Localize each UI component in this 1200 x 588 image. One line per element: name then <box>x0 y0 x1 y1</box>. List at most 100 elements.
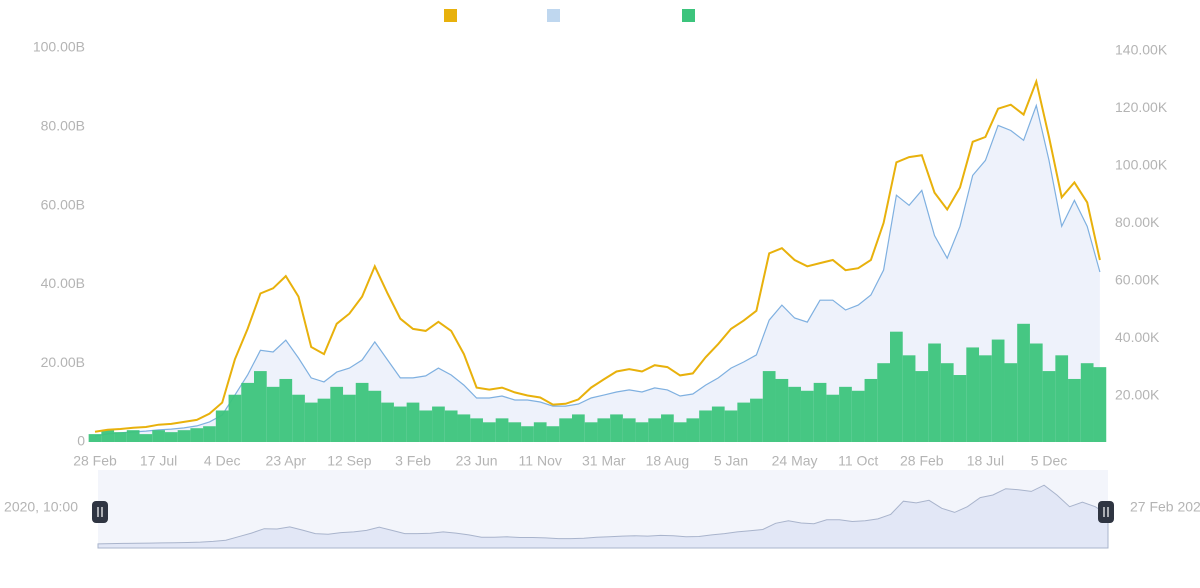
bar <box>279 378 293 442</box>
x-tick-label: 11 Nov <box>519 453 562 469</box>
bar <box>330 386 344 442</box>
y-tick-label: 0 <box>77 433 85 449</box>
y-tick-label: 100.00B <box>33 39 85 55</box>
bar <box>368 390 382 442</box>
x-tick-label: 5 Dec <box>1031 453 1068 469</box>
bar <box>800 390 814 442</box>
bar <box>114 432 127 442</box>
bar <box>444 410 458 442</box>
x-tick-label: 18 Aug <box>646 453 690 469</box>
x-tick-label: 3 Feb <box>395 453 431 469</box>
legend-marker <box>682 9 695 22</box>
bar <box>572 414 585 442</box>
bar <box>788 386 801 442</box>
bar <box>775 378 789 442</box>
y-tick-label: 60.00B <box>41 196 85 212</box>
bar <box>737 402 751 442</box>
bar <box>991 339 1005 442</box>
bar <box>292 394 305 442</box>
bar <box>902 355 916 442</box>
bar <box>622 418 636 442</box>
bar <box>457 414 471 442</box>
bar <box>750 398 763 442</box>
x-tick-label: 5 Jan <box>714 453 748 469</box>
range-start-label: 2020, 10:00 <box>4 499 78 515</box>
bar <box>152 430 165 442</box>
y-tick-label: 80.00B <box>41 118 85 134</box>
bar <box>495 418 509 442</box>
bar <box>1093 367 1107 442</box>
bar <box>635 422 649 442</box>
bar <box>826 394 840 442</box>
bar <box>508 422 522 442</box>
y2-tick-label: 80.00K <box>1115 214 1160 230</box>
bar <box>1029 343 1043 442</box>
bar <box>241 382 254 442</box>
x-tick-label: 28 Feb <box>73 453 117 469</box>
x-tick-label: 11 Oct <box>838 453 878 469</box>
bar <box>928 343 941 442</box>
bar <box>381 402 394 442</box>
bar <box>406 402 420 442</box>
line <box>94 78 1101 433</box>
bar <box>648 418 662 442</box>
x-tick-label: 28 Feb <box>900 453 944 469</box>
bar <box>1068 378 1081 442</box>
y-tick-label: 40.00B <box>41 275 85 291</box>
bar <box>393 406 407 442</box>
x-tick-label: 18 Jul <box>967 453 1004 469</box>
x-tick-label: 23 Jun <box>456 453 498 469</box>
bar <box>1017 323 1030 442</box>
bar <box>864 378 878 442</box>
bar <box>559 418 572 442</box>
bar <box>813 382 827 442</box>
bar <box>686 418 700 442</box>
y2-tick-label: 120.00K <box>1115 99 1168 115</box>
bar <box>1055 355 1069 442</box>
x-tick-label: 23 Apr <box>266 453 307 469</box>
bar <box>1080 363 1094 442</box>
bar <box>724 410 738 442</box>
bar <box>203 426 216 442</box>
line <box>94 103 1101 437</box>
bar <box>88 434 102 442</box>
bar <box>711 406 725 442</box>
bar <box>966 347 980 442</box>
bar <box>304 402 318 442</box>
bar <box>1042 371 1056 442</box>
bar <box>673 422 687 442</box>
range-handle[interactable] <box>1098 501 1114 523</box>
bar <box>661 414 674 442</box>
y2-tick-label: 20.00K <box>1115 387 1160 403</box>
bar <box>317 398 331 442</box>
bar <box>699 410 712 442</box>
bar <box>851 390 865 442</box>
bar <box>533 422 547 442</box>
bar <box>915 371 929 442</box>
y2-tick-label: 100.00K <box>1115 157 1168 173</box>
x-tick-label: 4 Dec <box>204 453 241 469</box>
y2-tick-label: 40.00K <box>1115 329 1160 345</box>
bar <box>597 418 611 442</box>
bar <box>584 422 598 442</box>
bar <box>470 418 483 442</box>
bar <box>890 331 903 442</box>
bar <box>546 426 560 442</box>
x-tick-label: 17 Jul <box>140 453 177 469</box>
bar <box>610 414 623 442</box>
bar <box>126 430 140 442</box>
bar <box>762 371 776 442</box>
bar <box>215 410 229 442</box>
x-tick-label: 24 May <box>772 453 818 469</box>
bar <box>1004 363 1018 442</box>
bar <box>177 430 191 442</box>
x-tick-label: 31 Mar <box>582 453 626 469</box>
range-handle[interactable] <box>92 501 108 523</box>
bar <box>190 428 204 442</box>
bar <box>979 355 992 442</box>
y2-tick-label: 140.00K <box>1115 42 1168 58</box>
bar <box>482 422 496 442</box>
bar <box>139 434 153 442</box>
bar <box>521 426 534 442</box>
